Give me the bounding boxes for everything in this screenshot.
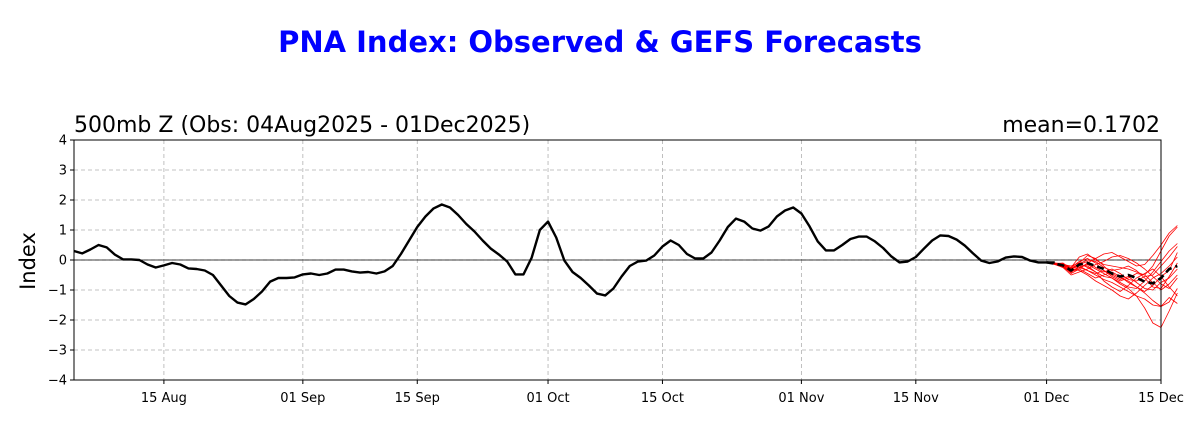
y-tick-label: −1 bbox=[48, 284, 67, 299]
ensemble-members bbox=[1046, 225, 1178, 328]
y-tick-label: 2 bbox=[59, 194, 67, 209]
x-tick-label: 15 Aug bbox=[141, 391, 187, 406]
chart-title: PNA Index: Observed & GEFS Forecasts bbox=[278, 25, 922, 59]
x-tick-label: 15 Nov bbox=[893, 391, 939, 406]
ensemble-member-line bbox=[1046, 246, 1178, 282]
y-tick-label: 1 bbox=[59, 224, 67, 239]
axes: −4 −3 −2 −1 0 1 2 3 4 15 Aug 01 Sep 15 Sep 01 Oct 15 … bbox=[48, 134, 1184, 407]
ensemble-member-line bbox=[1046, 258, 1178, 291]
ensemble-mean-line bbox=[1046, 261, 1178, 285]
x-tick-label: 01 Sep bbox=[280, 391, 325, 406]
observed-series bbox=[73, 203, 1055, 306]
x-tick-label: 01 Oct bbox=[526, 391, 569, 406]
y-tick-label: 3 bbox=[59, 164, 67, 179]
chart-subtitle: 500mb Z (Obs: 04Aug2025 - 01Dec2025) bbox=[74, 113, 530, 138]
y-tick-label: 4 bbox=[59, 134, 67, 149]
ensemble-member-line bbox=[1046, 255, 1178, 289]
y-tick-label: −3 bbox=[48, 344, 67, 359]
ensemble-mean-series bbox=[1046, 261, 1178, 285]
ensemble-member-line bbox=[1046, 243, 1178, 289]
x-tick-label: 15 Sep bbox=[395, 391, 440, 406]
y-tick-label: 0 bbox=[59, 254, 67, 269]
x-tick-label: 15 Oct bbox=[641, 391, 684, 406]
observed-line bbox=[73, 203, 1055, 306]
x-tick-label: 15 Dec bbox=[1138, 391, 1184, 406]
x-tick-label: 01 Dec bbox=[1024, 391, 1070, 406]
y-axis-label: Index bbox=[16, 232, 40, 290]
x-tick-label: 01 Nov bbox=[778, 391, 824, 406]
mean-label: mean=0.1702 bbox=[1002, 113, 1160, 138]
plot-frame bbox=[73, 139, 1162, 381]
y-tick-label: −4 bbox=[48, 374, 67, 389]
y-tick-label: −2 bbox=[48, 314, 67, 329]
